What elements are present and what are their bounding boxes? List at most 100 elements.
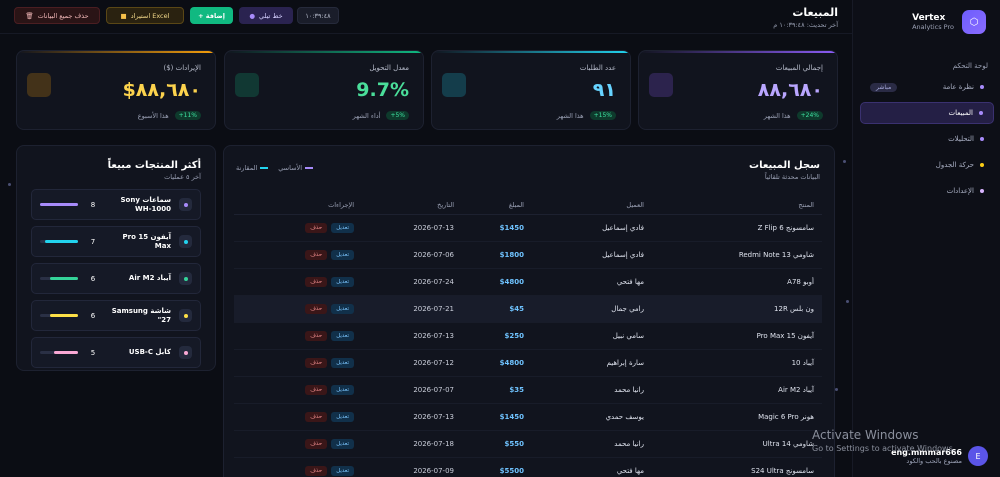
delete-button[interactable]: حذف — [305, 330, 328, 341]
background-dot — [843, 160, 846, 163]
panel-title: سجل المبيعات — [749, 160, 820, 171]
table-row[interactable]: ون بلس 12R رامي جمال $45 2026-07-21 تعدي… — [234, 295, 822, 323]
table-row[interactable]: آيباد 10 سارة إبراهيم $4800 2026-07-12 ت… — [234, 349, 822, 377]
product-cell: ون بلس 12R — [652, 295, 822, 323]
delete-button[interactable]: حذف — [305, 465, 328, 476]
delete-button[interactable]: حذف — [305, 438, 328, 449]
import-excel-button[interactable]: ■ استيراد Excel — [106, 7, 184, 24]
kpi-label: الإيرادات ($) — [163, 64, 202, 72]
table-row[interactable]: شاومي Redmi Note 13 فادي إسماعيل $1800 2… — [234, 241, 822, 269]
kpi-total-sales: إجمالي المبيعات ٨٨,٦٨٠ +24% هذا الشهر — [638, 50, 838, 130]
sidebar-item[interactable]: الإعدادات — [860, 180, 994, 202]
sidebar-item-label: حركة الجدول — [935, 161, 974, 169]
delete-button[interactable]: حذف — [305, 249, 328, 260]
edit-button[interactable]: تعديل — [331, 384, 354, 395]
edit-button[interactable]: تعديل — [331, 303, 354, 314]
edit-button[interactable]: تعديل — [331, 357, 354, 368]
kpi-label: إجمالي المبيعات — [775, 64, 823, 72]
edit-button[interactable]: تعديل — [331, 222, 354, 233]
legend: الأساسي المقارنة — [236, 164, 314, 172]
table-row[interactable]: سامسونج Z Flip 6 فادي إسماعيل $1450 2026… — [234, 214, 822, 242]
edit-button[interactable]: تعديل — [331, 411, 354, 422]
table-row[interactable]: هونر Magic 6 Pro يوسف حمدي $1450 2026-07… — [234, 403, 822, 431]
brand[interactable]: ⬡ Vertex Analytics Pro — [912, 10, 986, 34]
kpi-orders: عدد الطلبات ٩١ +15% هذا الشهر — [431, 50, 631, 130]
product-dot-icon — [179, 309, 192, 322]
page-title: المبيعات — [792, 6, 838, 19]
column-header: المنتج — [652, 196, 822, 215]
actions-cell: تعديل حذف — [234, 322, 362, 350]
windows-activation-watermark: Activate Windows Go to Settings to activ… — [812, 428, 956, 453]
product-cell: هونر Magic 6 Pro — [652, 403, 822, 431]
customer-cell: سامي نبيل — [532, 322, 652, 350]
product-count: 6 — [90, 274, 96, 283]
amount-cell: $1450 — [462, 403, 532, 431]
top-products-list: سماعات Sony WH-1000 8 آيفون 15 Pro Max 7… — [31, 189, 201, 370]
table-row[interactable]: آيفون 15 Pro Max سامي نبيل $250 2026-07-… — [234, 322, 822, 350]
delete-button[interactable]: حذف — [305, 303, 328, 314]
kpi-value: ٨٨,٦٨٠ — [757, 79, 823, 101]
edit-button[interactable]: تعديل — [331, 330, 354, 341]
sidebar-item-label: التحليلات — [948, 135, 974, 143]
edit-button[interactable]: تعديل — [331, 249, 354, 260]
date-cell: 2026-07-07 — [362, 376, 462, 404]
column-header: المبلغ — [462, 196, 532, 215]
delete-button[interactable]: حذف — [305, 384, 328, 395]
kpi-badge: +5% — [386, 111, 409, 120]
list-item[interactable]: سماعات Sony WH-1000 8 — [31, 189, 201, 220]
legend-item[interactable]: الأساسي — [278, 164, 314, 172]
kpi-badge: +24% — [796, 111, 823, 120]
legend-item[interactable]: المقارنة — [236, 164, 269, 172]
user-profile[interactable]: E eng.mmmar666 مصنوع بالحب والكود — [860, 441, 992, 471]
sidebar-item-label: نظرة عامة — [942, 83, 974, 91]
kpi-note: هذا الأسبوع — [137, 111, 169, 120]
column-header: العميل — [532, 196, 652, 215]
list-item[interactable]: كابل USB-C 5 — [31, 337, 201, 368]
actions-cell: تعديل حذف — [234, 430, 362, 458]
table-row[interactable]: شاومي 14 Ultra رانيا محمد $550 2026-07-1… — [234, 430, 822, 458]
product-cell: آيباد 10 — [652, 349, 822, 377]
delete-button[interactable]: حذف — [305, 411, 328, 422]
kpi-note: أداء الشهر — [352, 111, 381, 120]
kpi-value: $٨٨,٦٨٠ — [122, 79, 201, 101]
sidebar-item[interactable]: حركة الجدول — [860, 154, 994, 176]
edit-button[interactable]: تعديل — [331, 438, 354, 449]
table-row[interactable]: آيباد Air M2 رانيا محمد $35 2026-07-07 ت… — [234, 376, 822, 404]
sales-log-panel: سجل المبيعات البيانات محدثة تلقائياً الأ… — [223, 145, 835, 477]
actions-cell: تعديل حذف — [234, 214, 362, 242]
amount-cell: $550 — [462, 430, 532, 458]
plan-button[interactable]: ● خط تيلي — [239, 7, 293, 24]
amount-cell: $1450 — [462, 214, 532, 242]
product-count: 6 — [90, 311, 96, 320]
list-item[interactable]: آيفون 15 Pro Max 7 — [31, 226, 201, 257]
nav-dot-icon — [980, 189, 984, 193]
edit-button[interactable]: تعديل — [331, 276, 354, 287]
product-name: كابل USB-C — [128, 348, 171, 357]
delete-button[interactable]: حذف — [305, 276, 328, 287]
add-button[interactable]: + إضافة — [190, 7, 233, 24]
sidebar-item[interactable]: المبيعات — [860, 102, 994, 124]
product-cell: آيباد Air M2 — [652, 376, 822, 404]
kpi-label: معدل التحويل — [369, 64, 409, 72]
background-dot — [8, 183, 11, 186]
date-cell: 2026-07-13 — [362, 322, 462, 350]
edit-button[interactable]: تعديل — [331, 465, 354, 476]
sidebar-item[interactable]: التحليلات — [860, 128, 994, 150]
clear-all-button[interactable]: 🗑 حذف جميع البيانات — [14, 7, 100, 24]
delete-button[interactable]: حذف — [305, 357, 328, 368]
list-item[interactable]: شاشة Samsung 27" 6 — [31, 300, 201, 331]
panel-title: أكثر المنتجات مبيعاً — [107, 160, 201, 171]
table-row[interactable]: أوبو A78 مها فتحي $4800 2026-07-24 تعديل… — [234, 268, 822, 296]
background-dot — [835, 388, 838, 391]
column-header: التاريخ — [362, 196, 462, 215]
list-item[interactable]: آيباد Air M2 6 — [31, 263, 201, 294]
date-cell: 2026-07-18 — [362, 430, 462, 458]
delete-button[interactable]: حذف — [305, 222, 328, 233]
table-row[interactable]: سامسونج S24 Ultra مها فتحي $5500 2026-07… — [234, 457, 822, 477]
product-dot-icon — [179, 235, 192, 248]
brand-subtitle: Analytics Pro — [912, 23, 954, 31]
product-count: 5 — [90, 348, 96, 357]
product-cell: شاومي 14 Ultra — [652, 430, 822, 458]
sidebar-item[interactable]: نظرة عامة مباشر — [860, 76, 994, 98]
customer-cell: فادي إسماعيل — [532, 214, 652, 242]
